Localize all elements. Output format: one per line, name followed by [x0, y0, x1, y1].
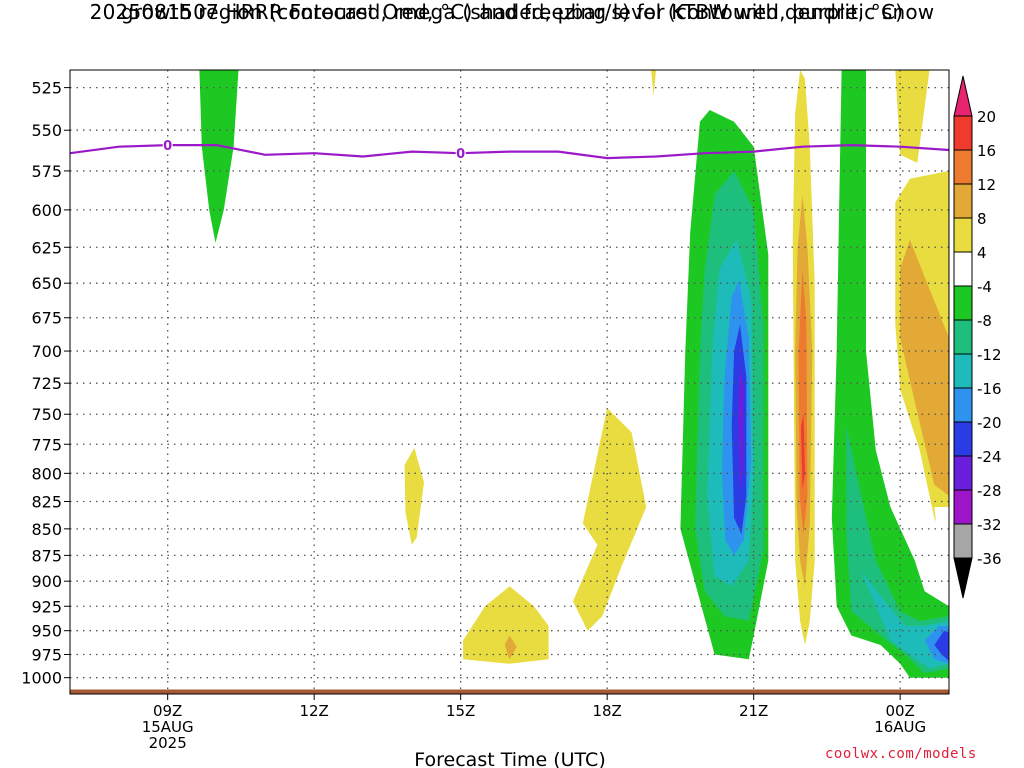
- y-tick-label: 825: [31, 493, 62, 512]
- colorbar-label: -12: [977, 346, 1002, 364]
- colorbar-label: -8: [977, 312, 992, 330]
- colorbar-segment: [953, 353, 973, 389]
- y-tick-label: 950: [31, 622, 62, 641]
- omega-region: [934, 630, 949, 661]
- colorbar-segment: [953, 183, 973, 219]
- y-tick-label: 725: [31, 374, 62, 393]
- omega-region: [738, 364, 744, 491]
- colorbar-top-arrow: [953, 75, 973, 117]
- x-tick-label: 12Z: [299, 702, 328, 720]
- x-tick-label: 16AUG: [874, 718, 926, 736]
- colorbar-segment: [953, 251, 973, 287]
- y-tick-label: 575: [31, 162, 62, 181]
- colorbar-segment: [953, 455, 973, 491]
- omega-region: [463, 586, 549, 664]
- freezing-level-label: 0: [163, 139, 172, 154]
- x-axis-label: Forecast Time (UTC): [414, 749, 605, 768]
- omega-region: [934, 507, 949, 582]
- colorbar-segment: [953, 421, 973, 457]
- colorbar-label: -20: [977, 414, 1002, 432]
- y-tick-label: 750: [31, 405, 62, 424]
- colorbar-label: 20: [977, 108, 996, 126]
- y-tick-label: 675: [31, 309, 62, 328]
- colorbar-bottom-arrow: [953, 557, 973, 599]
- x-tick-label: 2025: [149, 734, 187, 752]
- y-tick-label: 700: [31, 342, 62, 361]
- colorbar: 20 16 12 8 4 -4 -8 -12 -16 -20 -24 -28 -32 -36: [953, 75, 1002, 599]
- x-tick-label: 15AUG: [142, 718, 194, 736]
- ground-bar: [70, 689, 949, 694]
- y-tick-label: 550: [31, 121, 62, 140]
- axes: 525 550 575 600 625 650 675 700 725 750 775 800 825 8…: [21, 69, 950, 752]
- colorbar-segment: [953, 387, 973, 423]
- x-tick-label: 21Z: [739, 702, 768, 720]
- colorbar-segment: [953, 523, 973, 559]
- omega-region: [846, 426, 949, 674]
- colorbar-label: -4: [977, 278, 992, 296]
- freezing-level-label-bg: [455, 146, 466, 161]
- y-tick-label: 775: [31, 435, 62, 454]
- omega-region: [404, 447, 424, 545]
- omega-region: [900, 239, 949, 496]
- colorbar-label: -16: [977, 380, 1002, 398]
- omega-region: [801, 414, 805, 491]
- y-tick-label: 650: [31, 274, 62, 293]
- y-tick-label: 1000: [21, 669, 62, 688]
- colorbar-label: 16: [977, 142, 996, 160]
- colorbar-segment: [953, 149, 973, 185]
- freezing-level: 00: [70, 138, 949, 162]
- colorbar-label: -24: [977, 448, 1002, 466]
- colorbar-label: 8: [977, 210, 987, 228]
- x-tick-label: 15Z: [446, 702, 475, 720]
- y-tick-label: 850: [31, 520, 62, 539]
- omega-shaded-regions: [199, 70, 949, 678]
- omega-region: [651, 70, 656, 97]
- colorbar-segment: [953, 217, 973, 253]
- omega-region: [199, 70, 239, 243]
- colorbar-label: -32: [977, 516, 1002, 534]
- chart-title-line-2: growth region (contoured, red, °C) and f…: [120, 0, 904, 24]
- y-tick-label: 600: [31, 201, 62, 220]
- colorbar-label: 12: [977, 176, 996, 194]
- x-tick-label: 18Z: [592, 702, 621, 720]
- chart-title-line-1: 2025081507 HRRR Forecast Omega (shaded, …: [89, 0, 935, 24]
- omega-region: [573, 408, 647, 631]
- y-tick-label: 625: [31, 238, 62, 257]
- colorbar-segment: [953, 489, 973, 525]
- omega-region: [504, 635, 517, 660]
- colorbar-label: -36: [977, 550, 1002, 568]
- y-tick-label: 900: [31, 572, 62, 591]
- colorbar-segment: [953, 285, 973, 321]
- colorbar-segment: [953, 319, 973, 355]
- y-tick-label: 975: [31, 645, 62, 664]
- omega-region: [895, 70, 930, 163]
- x-tick-label: 00Z: [885, 702, 914, 720]
- omega-region: [798, 269, 808, 535]
- y-tick-label: 800: [31, 464, 62, 483]
- x-tick-label: 09Z: [153, 702, 182, 720]
- freezing-level-line: [70, 143, 949, 160]
- y-tick-label: 875: [31, 546, 62, 565]
- grid-lines: [70, 70, 949, 694]
- ground-layer: [70, 689, 949, 694]
- plot-frame: [69, 69, 950, 695]
- colorbar-segment: [953, 115, 973, 151]
- colorbar-label: 4: [977, 244, 987, 262]
- y-tick-label: 925: [31, 597, 62, 616]
- freezing-level-label: 0: [456, 147, 465, 162]
- credit-text: coolwx.com/models: [825, 746, 977, 762]
- freezing-level-label-bg: [162, 138, 173, 153]
- colorbar-label: -28: [977, 482, 1002, 500]
- y-tick-label: 525: [31, 79, 62, 98]
